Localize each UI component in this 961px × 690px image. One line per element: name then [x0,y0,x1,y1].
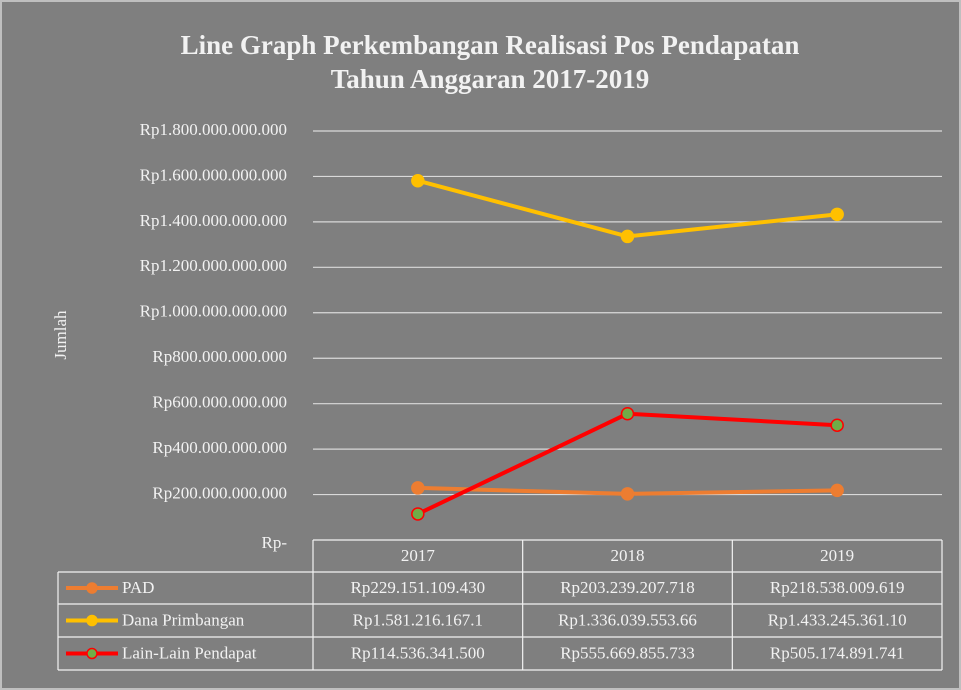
y-tick-label: Rp1.400.000.000.000 [140,211,287,230]
x-tick-label: 2017 [401,546,436,565]
y-tick-label: Rp1.000.000.000.000 [140,302,287,321]
marker [830,418,844,432]
marker [620,487,635,501]
legend-marker [86,582,98,594]
y-tick-label: Rp1.200.000.000.000 [140,256,287,275]
table-cell: Rp1.336.039.553.66 [558,610,697,629]
y-tick-label: Rp600.000.000.000 [152,393,287,412]
y-tick-label: Rp1.800.000.000.000 [140,120,287,139]
marker [620,229,635,244]
table-cell: Rp555.669.855.733 [560,643,695,662]
table-cell: Rp505.174.891.741 [770,643,905,662]
table-cell: Rp203.239.207.718 [560,578,695,597]
x-tick-label: 2019 [820,546,854,565]
table-cell: Rp218.538.009.619 [770,578,905,597]
marker [411,481,425,495]
legend-label: Dana Primbangan [122,610,245,629]
marker [830,207,844,222]
y-tick-label: Rp400.000.000.000 [152,438,287,457]
y-tick-label: Rp200.000.000.000 [152,483,287,502]
legend-marker [86,614,98,627]
y-tick-label: Rp- [262,533,288,552]
table-cell: Rp114.536.341.500 [351,643,485,662]
y-axis-label: Jumlah [51,310,70,360]
legend-label: PAD [122,578,154,597]
y-tick-label: Rp800.000.000.000 [152,347,287,366]
marker [411,507,425,521]
y-tick-label: Rp1.600.000.000.000 [140,165,287,184]
table-cell: Rp229.151.109.430 [351,578,486,597]
legend-label: Lain-Lain Pendapat [122,643,257,662]
table-cell: Rp1.581.216.167.1 [353,610,483,629]
x-tick-label: 2018 [611,546,645,565]
chart-title: Line Graph Perkembangan Realisasi Pos Pe… [181,30,800,60]
legend-marker [86,647,98,660]
marker [411,173,425,188]
chart-title: Tahun Anggaran 2017-2019 [331,64,650,94]
marker [620,406,635,421]
marker [830,483,844,498]
table-cell: Rp1.433.245.361.10 [768,610,907,629]
